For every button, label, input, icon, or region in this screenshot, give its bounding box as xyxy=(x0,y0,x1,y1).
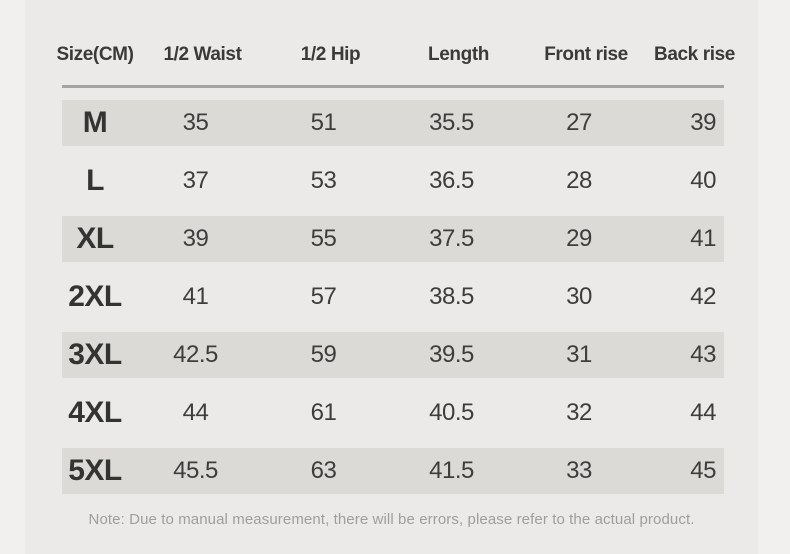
front-rise-value: 30 xyxy=(566,283,592,310)
measurement-note: Note: Due to manual measurement, there w… xyxy=(88,511,695,528)
back-rise-value: 44 xyxy=(690,399,716,426)
table-row-4xl: 4XL 44 61 40.5 32 44 xyxy=(62,378,724,448)
length-value: 39.5 xyxy=(429,341,474,368)
back-rise-value: 45 xyxy=(690,457,716,484)
column-header-size: Size(CM) xyxy=(56,44,134,65)
half-waist-value: 35 xyxy=(182,109,209,136)
front-rise-value: 31 xyxy=(566,341,592,368)
table-row-xl: XL 39 55 37.5 29 41 xyxy=(62,216,724,262)
half-hip-value: 57 xyxy=(310,283,337,310)
size-label: XL xyxy=(76,222,114,255)
table-row-l: L 37 53 36.5 28 40 xyxy=(62,146,724,216)
size-label: 2XL xyxy=(68,280,122,313)
size-label: M xyxy=(82,106,108,139)
length-value: 38.5 xyxy=(429,283,474,310)
half-waist-value: 44 xyxy=(182,399,209,426)
header-divider xyxy=(62,85,724,88)
front-rise-value: 32 xyxy=(566,399,592,426)
table-header-row: Size(CM) 1/2 Waist 1/2 Hip Length Front … xyxy=(55,41,743,69)
column-header-back-rise: Back rise xyxy=(654,44,735,65)
half-hip-value: 55 xyxy=(310,225,337,252)
length-value: 41.5 xyxy=(429,457,474,484)
half-waist-value: 42.5 xyxy=(173,341,218,368)
size-table-body: M 35 51 35.5 27 39 L 37 53 36.5 28 40 XL… xyxy=(62,100,724,494)
table-row-2xl: 2XL 41 57 38.5 30 42 xyxy=(62,262,724,332)
size-label: 4XL xyxy=(68,396,122,429)
front-rise-value: 27 xyxy=(566,109,592,136)
table-row-3xl: 3XL 42.5 59 39.5 31 43 xyxy=(62,332,724,378)
size-label: 5XL xyxy=(68,454,122,487)
back-rise-value: 42 xyxy=(690,283,716,310)
column-header-half-waist: 1/2 Waist xyxy=(163,44,242,65)
front-rise-value: 29 xyxy=(566,225,592,252)
length-value: 36.5 xyxy=(429,167,474,194)
half-waist-value: 41 xyxy=(182,283,209,310)
size-label: L xyxy=(86,164,104,197)
front-rise-value: 28 xyxy=(566,167,592,194)
length-value: 40.5 xyxy=(429,399,474,426)
half-waist-value: 37 xyxy=(182,167,209,194)
column-header-front-rise: Front rise xyxy=(544,44,628,65)
half-waist-value: 45.5 xyxy=(173,457,218,484)
back-rise-value: 41 xyxy=(690,225,716,252)
half-hip-value: 61 xyxy=(310,399,337,426)
back-rise-value: 40 xyxy=(690,167,716,194)
back-rise-value: 39 xyxy=(690,109,716,136)
length-value: 35.5 xyxy=(429,109,474,136)
size-label: 3XL xyxy=(68,338,122,371)
half-hip-value: 59 xyxy=(310,341,337,368)
table-row-5xl: 5XL 45.5 63 41.5 33 45 xyxy=(62,448,724,494)
half-hip-value: 51 xyxy=(310,109,337,136)
length-value: 37.5 xyxy=(429,225,474,252)
half-waist-value: 39 xyxy=(182,225,209,252)
front-rise-value: 33 xyxy=(566,457,592,484)
column-header-half-hip: 1/2 Hip xyxy=(300,44,361,65)
back-rise-value: 43 xyxy=(690,341,716,368)
half-hip-value: 63 xyxy=(310,457,337,484)
half-hip-value: 53 xyxy=(310,167,337,194)
table-row-m: M 35 51 35.5 27 39 xyxy=(62,100,724,146)
column-header-length: Length xyxy=(428,44,489,65)
